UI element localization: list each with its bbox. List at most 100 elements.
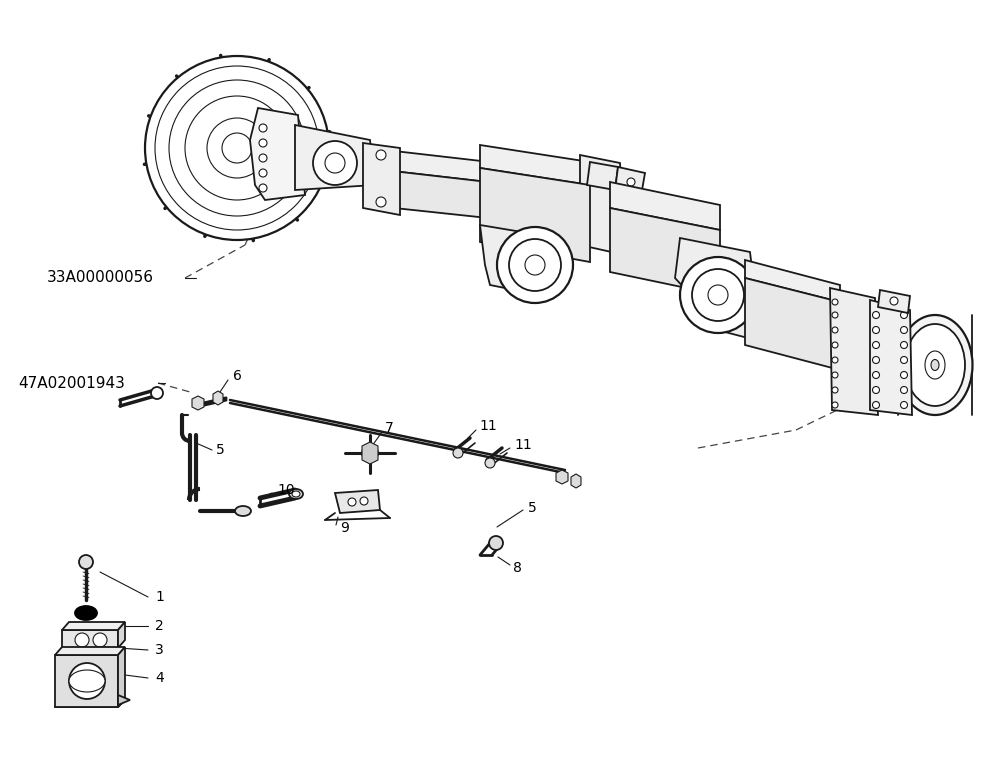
Text: 8: 8 [513,561,522,575]
Circle shape [151,387,163,399]
Ellipse shape [75,606,97,620]
Circle shape [497,227,573,303]
Text: 10: 10 [277,483,295,497]
Ellipse shape [925,351,945,379]
Circle shape [75,633,89,647]
Text: 7: 7 [385,421,394,435]
Polygon shape [366,168,488,218]
Polygon shape [675,238,758,338]
Circle shape [832,387,838,393]
Circle shape [313,141,357,185]
Circle shape [485,458,495,468]
Polygon shape [192,396,204,410]
Circle shape [680,257,756,333]
Circle shape [259,124,267,132]
Circle shape [708,285,728,305]
Circle shape [169,80,305,216]
Bar [62,630,118,650]
Polygon shape [830,288,878,415]
Circle shape [69,663,105,699]
Circle shape [453,448,463,458]
Polygon shape [366,148,490,182]
Text: 1: 1 [155,590,164,604]
Circle shape [185,96,289,200]
Polygon shape [480,168,590,262]
Bar [55,655,118,707]
Ellipse shape [235,506,251,516]
Circle shape [900,386,908,393]
Circle shape [79,555,93,569]
Polygon shape [745,260,840,302]
Circle shape [872,326,880,333]
Text: 11: 11 [479,419,497,433]
Text: 11: 11 [514,438,532,452]
Polygon shape [870,300,912,415]
Circle shape [900,342,908,349]
Circle shape [348,498,356,506]
Circle shape [259,154,267,162]
Circle shape [222,133,252,163]
Text: 4: 4 [155,671,164,685]
Polygon shape [213,391,223,405]
Circle shape [259,184,267,192]
Polygon shape [250,108,305,200]
Circle shape [259,139,267,147]
Circle shape [832,402,838,408]
Circle shape [832,357,838,363]
Text: 2: 2 [155,619,164,633]
Circle shape [627,178,635,186]
Polygon shape [295,125,375,190]
Circle shape [872,312,880,319]
Text: 5: 5 [216,443,225,457]
Circle shape [376,197,386,207]
Circle shape [145,56,329,240]
Text: 3: 3 [155,643,164,657]
Text: 33A00000056: 33A00000056 [47,270,154,286]
Circle shape [259,169,267,177]
Circle shape [376,150,386,160]
Polygon shape [587,162,618,190]
Circle shape [832,372,838,378]
Polygon shape [118,695,130,705]
Circle shape [900,326,908,333]
Polygon shape [55,647,125,655]
Circle shape [872,386,880,393]
Circle shape [900,356,908,363]
Polygon shape [610,208,720,295]
Circle shape [489,536,503,550]
Text: 9: 9 [340,521,349,535]
Text: 6: 6 [233,369,242,383]
Polygon shape [335,490,380,513]
Circle shape [155,66,319,230]
Ellipse shape [69,670,105,692]
Circle shape [832,342,838,348]
Circle shape [509,239,561,291]
Polygon shape [580,155,625,255]
Polygon shape [878,290,910,313]
Polygon shape [745,278,840,370]
Text: 47A02001943: 47A02001943 [18,376,125,390]
Circle shape [900,312,908,319]
Ellipse shape [931,359,939,370]
Circle shape [900,372,908,379]
Circle shape [832,312,838,318]
Polygon shape [610,182,720,230]
Circle shape [832,299,838,305]
Circle shape [362,445,378,461]
Polygon shape [480,225,545,295]
Polygon shape [118,622,125,648]
Circle shape [832,327,838,333]
Circle shape [872,402,880,409]
Polygon shape [362,442,378,464]
Polygon shape [118,647,125,707]
Ellipse shape [905,324,965,406]
Polygon shape [62,622,125,630]
Circle shape [325,153,345,173]
Ellipse shape [898,315,972,415]
Polygon shape [556,470,568,484]
Circle shape [872,356,880,363]
Circle shape [900,402,908,409]
Circle shape [525,255,545,275]
Circle shape [890,297,898,305]
Polygon shape [363,143,400,215]
